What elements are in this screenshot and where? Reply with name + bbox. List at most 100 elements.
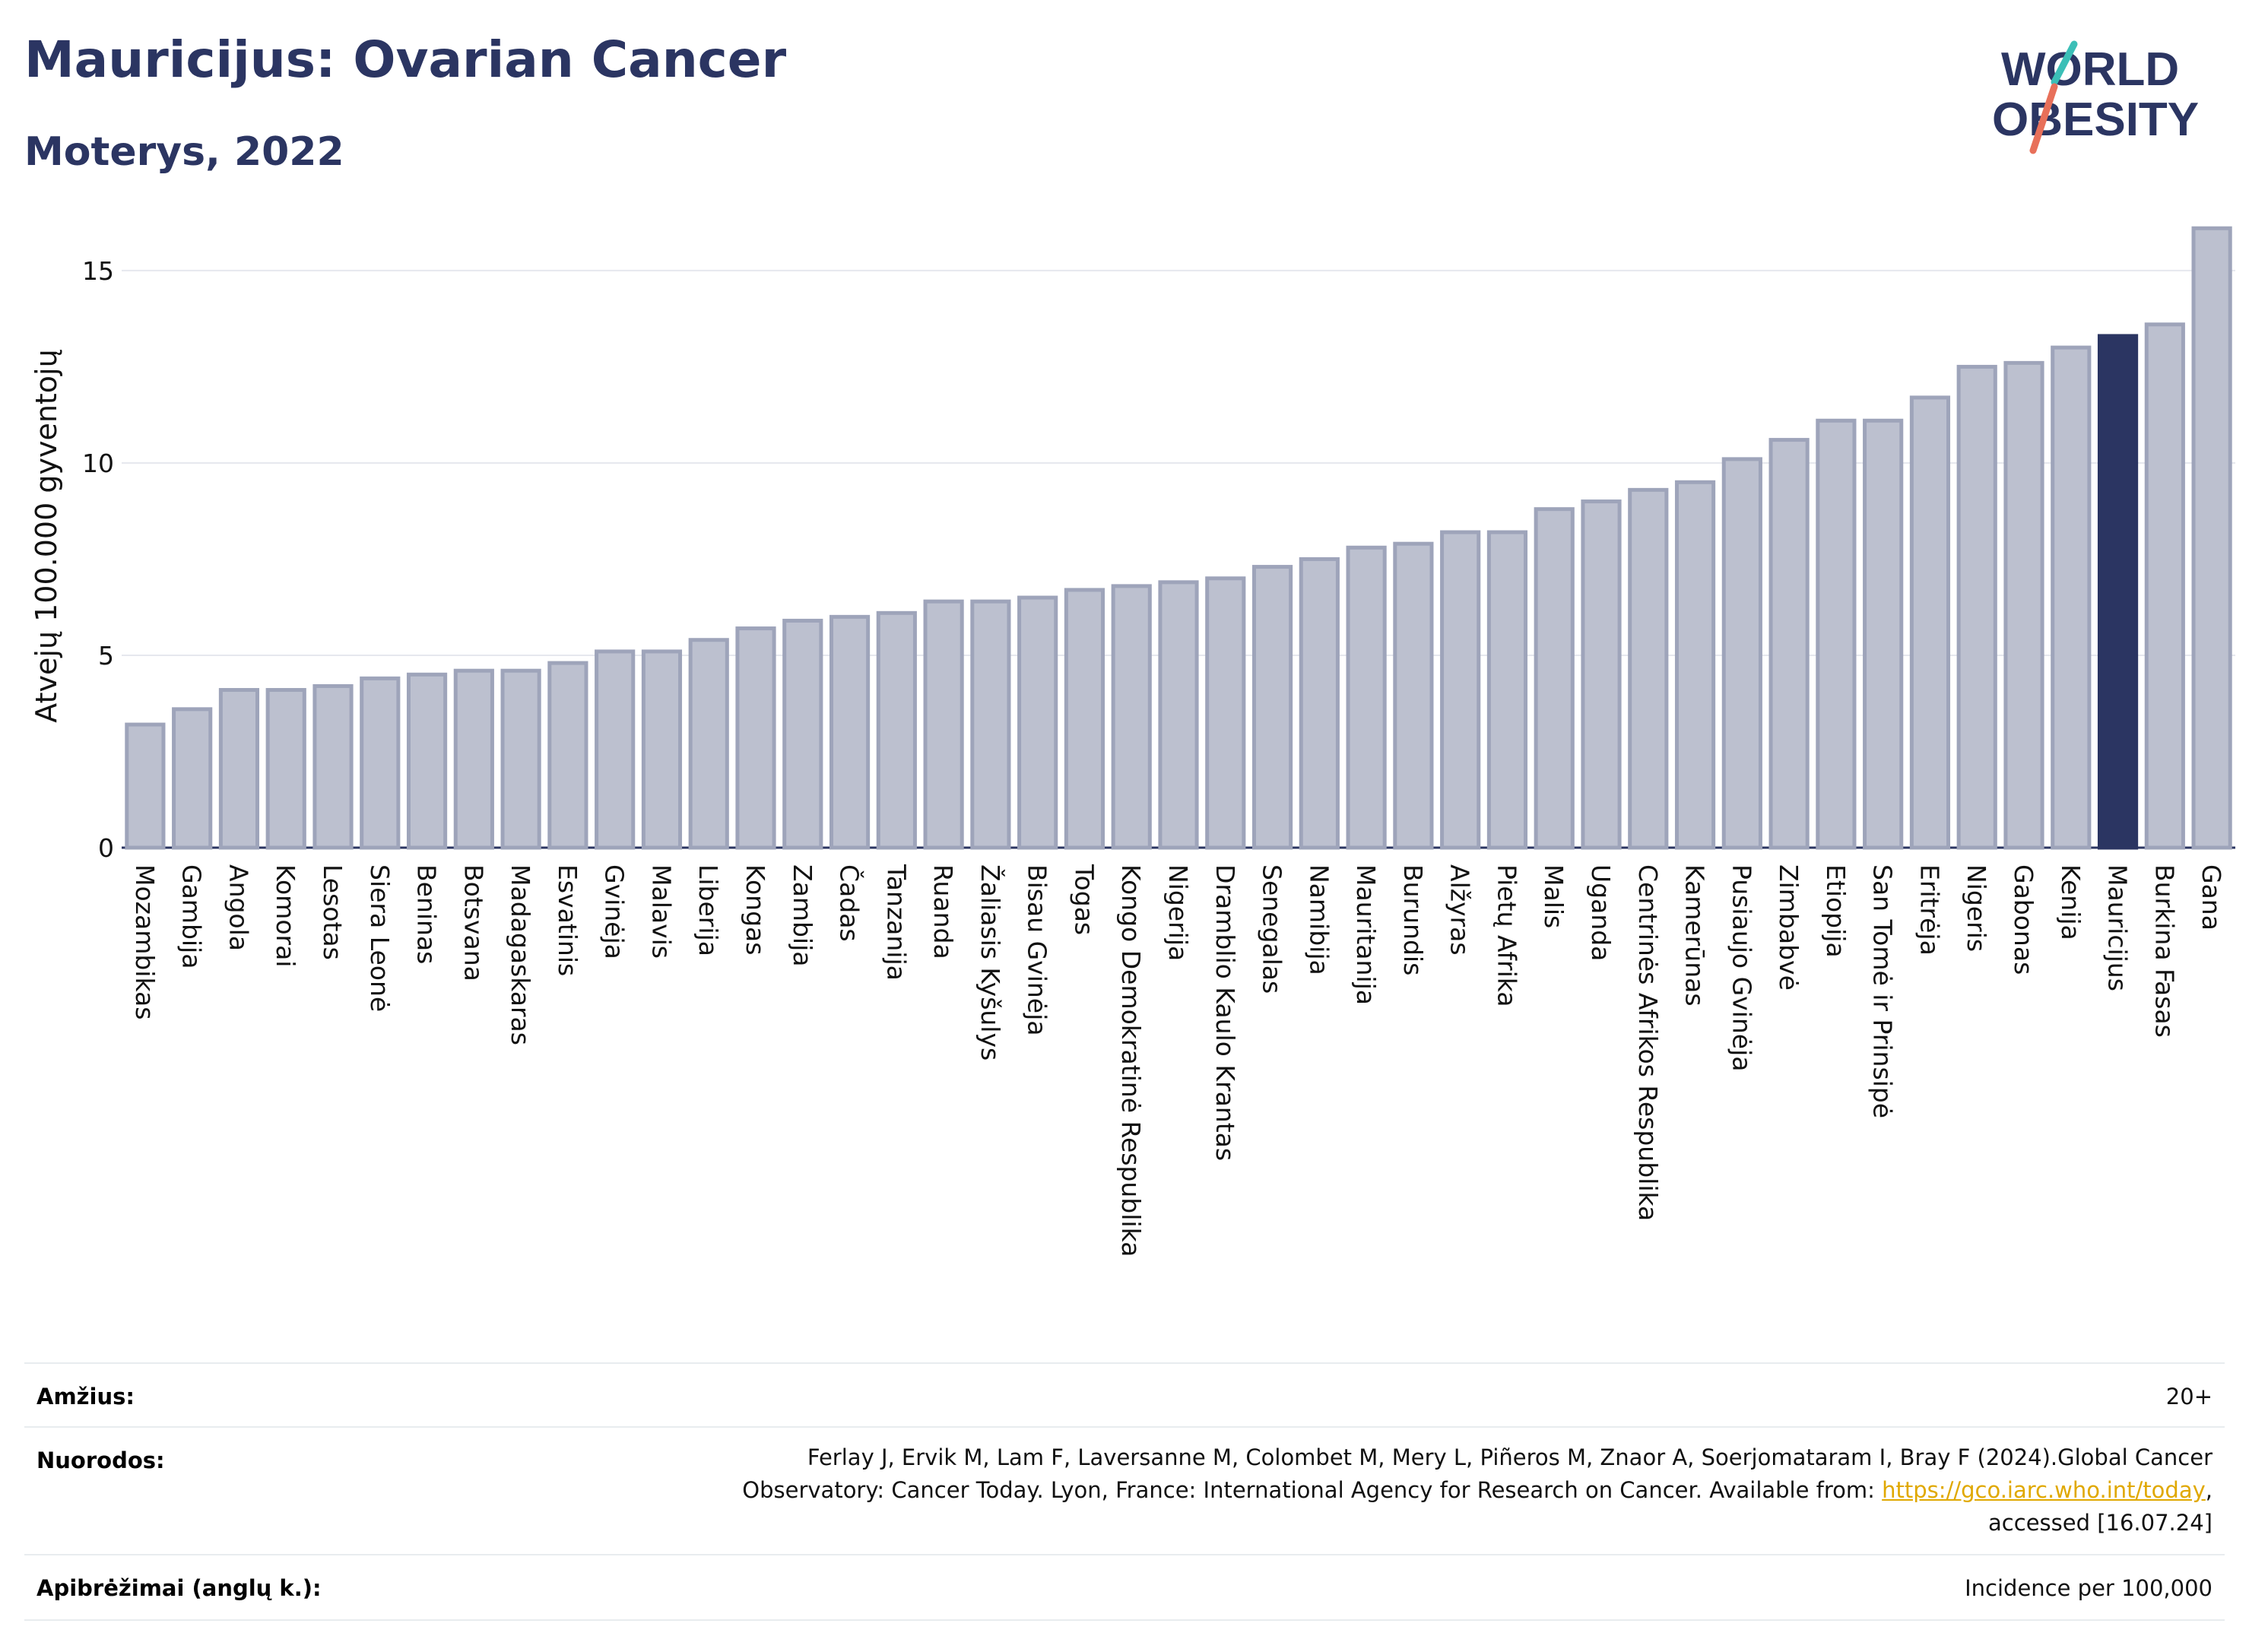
x-tick-label: Kamerūnas [1680, 864, 1710, 1007]
x-tick-labels: Mozambikas Gambija Angola Komorai Lesotas Sie… [130, 864, 2226, 1257]
bar-17 [923, 599, 964, 850]
x-tick-label: Ruanda [928, 864, 958, 959]
bar-24 [1251, 565, 1293, 850]
x-tick-label: Gambija [177, 864, 207, 969]
x-tick-label: Siera Leonė [365, 864, 395, 1012]
page-title: Mauricijus: Ovarian Cancer [24, 30, 787, 89]
x-tick-label: Botsvana [458, 864, 488, 981]
bar-34 [1721, 457, 1762, 850]
bar-3 [265, 688, 306, 850]
x-tick-label: Gana [2197, 864, 2226, 931]
x-tick-label: Pusiaujo Gvinėja [1727, 864, 1756, 1071]
x-tick-label: Eritrėja [1914, 864, 1944, 956]
definitions-label: Apibrėžimai (anglų k.): [36, 1575, 322, 1601]
bar-38 [1909, 395, 1951, 850]
x-tick-label: Centrinės Afrikos Respublika [1633, 864, 1663, 1221]
age-value: 20+ [2165, 1384, 2213, 1409]
y-tick-label: 0 [98, 833, 114, 863]
x-tick-label: Dramblio Kaulo Krantas [1210, 864, 1240, 1161]
x-tick-label: Kongas [741, 864, 770, 955]
x-tick-label: Esvatinis [553, 864, 582, 976]
x-tick-label: Gvinėja [600, 864, 630, 959]
meta-row-references: Nuorodos: Ferlay J, Ervik M, Lam F, Lave… [24, 1426, 2225, 1555]
y-tick-label: 5 [98, 641, 114, 671]
bar-16 [876, 610, 917, 850]
bar-14 [782, 618, 823, 850]
x-tick-label: Burkina Fasas [2149, 864, 2179, 1038]
bar-7 [453, 668, 494, 850]
references-line2-text: Observatory: Cancer Today. Lyon, France:… [742, 1477, 1883, 1503]
x-tick-label: Senegalas [1258, 864, 1287, 994]
bar-6 [406, 672, 448, 850]
bar-8 [500, 668, 541, 850]
bars [125, 226, 2232, 850]
bar-15 [829, 614, 871, 850]
x-tick-label: Pietų Afrika [1492, 864, 1521, 1007]
x-tick-label: Alžyras [1445, 864, 1475, 956]
bar-22 [1158, 580, 1199, 850]
x-tick-label: Zimbabvė [1774, 864, 1803, 991]
x-tick-label: Togas [1069, 864, 1099, 935]
logo-slash-coral [2029, 83, 2058, 154]
bar-10 [595, 649, 636, 850]
x-tick-label: Burundis [1398, 864, 1428, 975]
x-tick-label: Beninas [412, 864, 442, 964]
bar-5 [360, 676, 401, 850]
x-tick-label: Žaliasis Kyšulys [975, 864, 1006, 1061]
x-tick-label: Zambija [788, 864, 817, 966]
bar-43 [2144, 322, 2185, 850]
bar-20 [1064, 588, 1105, 850]
references-line2-end: , [2205, 1477, 2213, 1503]
world-obesity-logo: WORLD OBESITY [1992, 40, 2199, 154]
references-label: Nuorodos: [36, 1447, 165, 1473]
logo-slash-teal [2051, 40, 2078, 86]
bar-21 [1111, 584, 1152, 850]
meta-row-definitions: Apibrėžimai (anglų k.): Incidence per 10… [24, 1554, 2225, 1621]
x-tick-label: Liberija [693, 864, 723, 956]
x-tick-label: Lesotas [318, 864, 347, 960]
bar-44 [2191, 226, 2232, 850]
age-label: Amžius: [36, 1384, 135, 1409]
x-tick-label: Kongo Demokratinė Respublika [1116, 864, 1146, 1257]
bar-28 [1440, 530, 1481, 850]
bar-11 [641, 649, 683, 850]
bar-35 [1768, 438, 1810, 850]
bar-4 [312, 683, 354, 850]
x-tick-label: Čadas [835, 864, 865, 942]
bar-1 [172, 707, 213, 850]
x-tick-label: Gabonas [2009, 864, 2038, 975]
bar-12 [688, 638, 729, 850]
references-line2: Observatory: Cancer Today. Lyon, France:… [388, 1474, 2213, 1507]
page-subtitle: Moterys, 2022 [24, 129, 344, 175]
bar-9 [547, 661, 588, 850]
bar-32 [1628, 487, 1669, 850]
x-tick-label: Namibija [1304, 864, 1334, 975]
bar-27 [1393, 541, 1434, 850]
definitions-value: Incidence per 100,000 [1965, 1575, 2213, 1601]
logo-line1: WORLD [2001, 43, 2179, 96]
x-tick-label: Malis [1539, 864, 1569, 928]
x-tick-label: Kenija [2056, 864, 2086, 940]
references-value: Ferlay J, Ervik M, Lam F, Laversanne M, … [388, 1441, 2213, 1539]
y-tick-labels: 0 5 10 15 [82, 256, 114, 863]
x-tick-label: Bisau Gvinėja [1023, 864, 1052, 1036]
x-tick-label: Etiopija [1821, 864, 1851, 958]
x-tick-label: Madagaskaras [506, 864, 535, 1045]
bar-31 [1581, 499, 1622, 850]
x-tick-label: Tanzanija [881, 864, 911, 981]
y-tick-label: 15 [82, 256, 114, 286]
x-tick-label: Mozambikas [130, 864, 160, 1019]
bar-40 [2003, 360, 2044, 850]
bar-13 [735, 626, 776, 850]
bar-42 [2097, 334, 2139, 850]
x-tick-label: Nigerija [1163, 864, 1193, 961]
bar-33 [1674, 480, 1716, 850]
x-tick-label: Malavis [646, 864, 676, 959]
bar-41 [2051, 345, 2092, 850]
bar-18 [970, 599, 1011, 850]
y-axis-label: Atvejų 100.000 gyventojų [30, 349, 63, 722]
bar-2 [218, 688, 260, 850]
y-tick-label: 10 [82, 449, 114, 478]
references-link[interactable]: https://gco.iarc.who.int/today [1882, 1477, 2206, 1503]
x-tick-label: Angola [224, 864, 253, 951]
